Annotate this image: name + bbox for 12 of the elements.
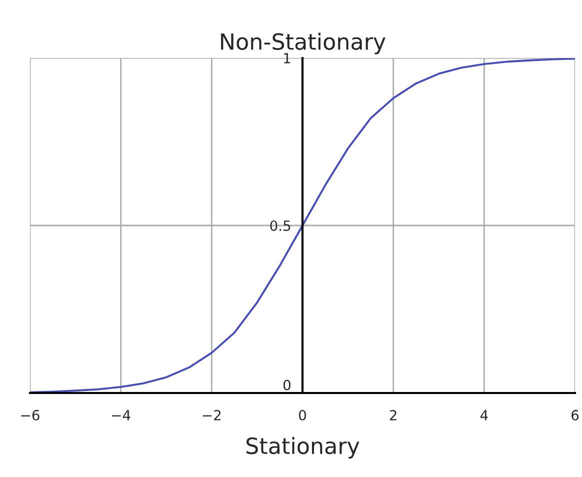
x-tick-label: 2: [390, 410, 396, 420]
y-tick-label: 0.5: [270, 220, 290, 231]
x-tick-label: −4: [112, 410, 130, 420]
y-tick-label: 1: [284, 53, 290, 64]
x-tick-label: 4: [480, 410, 488, 420]
x-tick-label: −6: [21, 410, 40, 420]
y-tick-label: 0: [283, 380, 290, 390]
x-tick-label: 0: [298, 410, 306, 420]
chart-title: Non-Stationary: [221, 32, 386, 54]
x-tick-label: 6: [572, 410, 579, 420]
x-axis-title: Stationary: [246, 436, 360, 459]
x-tick-label: −2: [202, 410, 221, 420]
